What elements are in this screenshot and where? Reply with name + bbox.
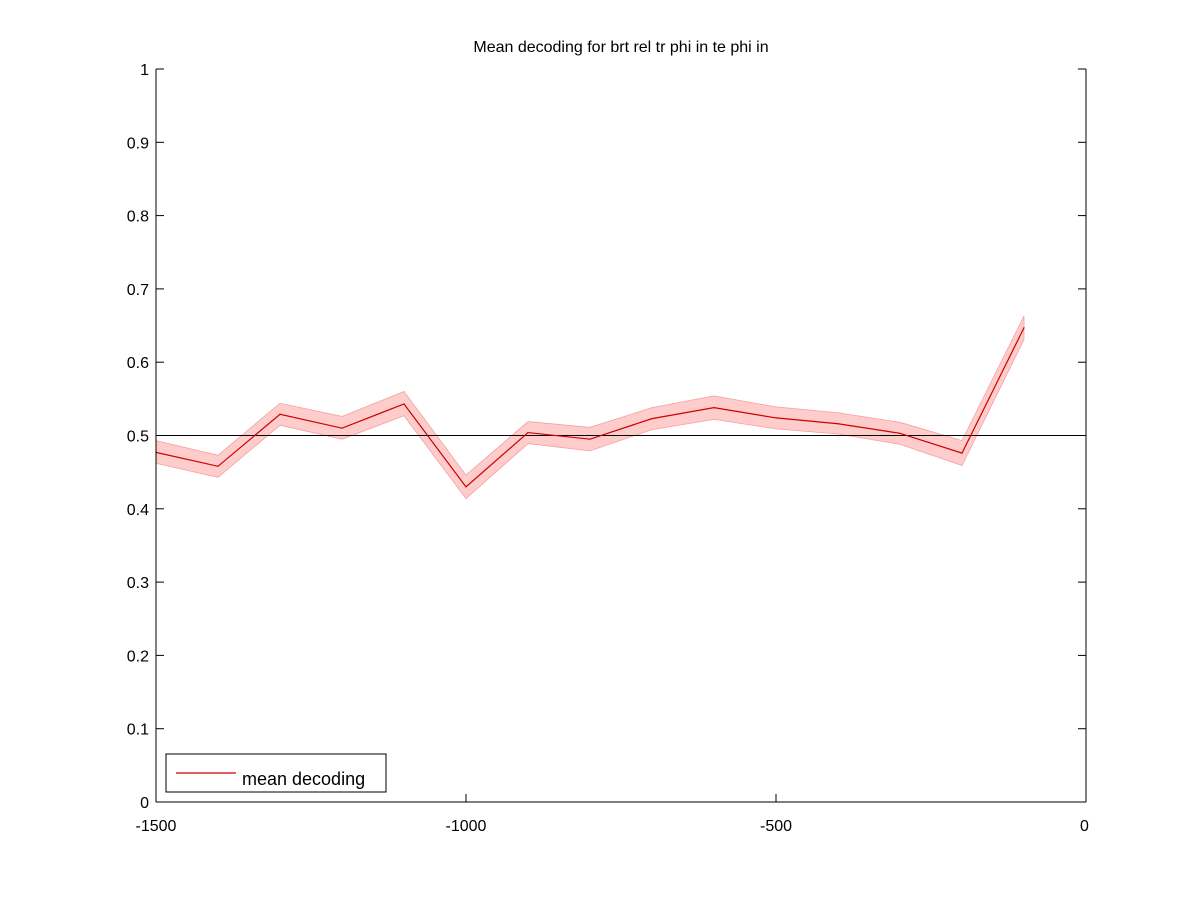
y-tick-label: 0.3 [127,575,149,592]
data-point [899,432,901,434]
y-tick-label: 0.1 [127,722,149,739]
legend: mean decoding [165,753,387,793]
y-tick-layer: 0 0.1 0.2 0.3 0.4 0.5 0.6 0.7 0.8 0.9 1 [127,62,1086,812]
chart-title: Mean decoding for brt rel tr phi in te p… [473,39,768,56]
y-tick-label: 0.2 [127,648,149,665]
confidence-band [155,315,1025,500]
y-tick-label: 0.5 [127,429,149,446]
data-point [279,413,281,415]
x-tick-label: -500 [760,818,792,835]
legend-label: mean decoding [242,769,365,789]
y-tick-label: 0.9 [127,135,149,152]
y-tick-label: 0.6 [127,355,149,372]
data-point [589,438,591,440]
data-point [341,427,343,429]
y-tick-label: 0.4 [127,502,149,519]
x-tick-label: 0 [1080,818,1089,835]
data-point [713,407,715,409]
y-tick-label: 1 [140,62,149,79]
data-point [961,452,963,454]
data-point [1023,327,1025,329]
data-point [651,418,653,420]
data-point [527,431,529,434]
x-tick-label: -1000 [446,818,487,835]
y-tick-label: 0 [140,795,149,812]
data-point [217,465,219,467]
data-point [403,403,405,405]
y-tick-label: 0.8 [127,209,149,226]
y-tick-label: 0.7 [127,282,149,299]
data-point [837,423,839,425]
x-tick-label: -1500 [136,818,177,835]
data-point [775,417,777,419]
confidence-band-layer [155,315,1025,500]
series-line-layer [155,327,1025,488]
x-tick-layer: -1500 -1000 -500 0 [136,794,1089,835]
data-point [465,486,467,488]
